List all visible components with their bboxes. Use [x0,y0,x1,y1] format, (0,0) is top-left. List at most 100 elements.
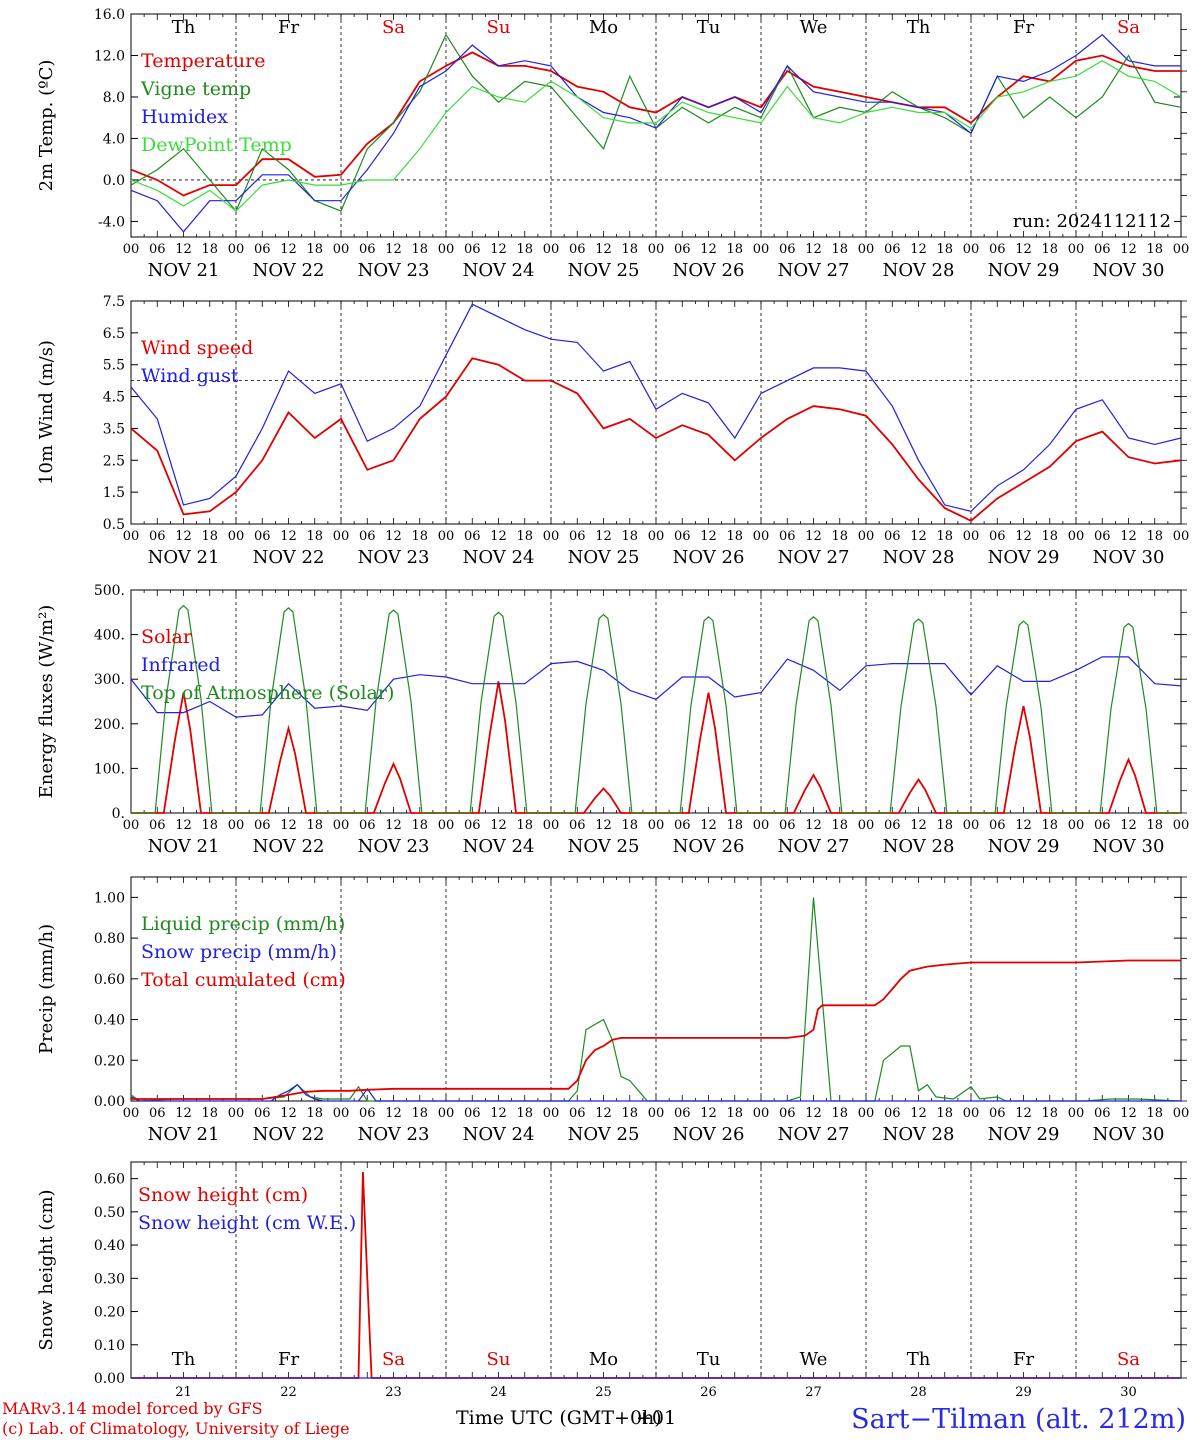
hour-tick-label: 06 [674,242,691,257]
series-wind-speed-line [130,357,1182,522]
panel-1: 16.0 12.0 8.0 4.0 0.0 -4.0 2m Temp. (ºC) Temper… [36,7,1189,281]
hour-tick-label: 18 [621,529,638,544]
hour-tick-label: 12 [805,242,822,257]
series-dewpoint-temp-line [130,60,1182,212]
series-humidex-line [130,33,1181,233]
hour-tick-label: 18 [1041,242,1058,257]
hour-tick-label: 18 [831,818,848,833]
hour-tick-label: 06 [779,818,796,833]
hour-tick-label: 00 [1068,818,1085,833]
hour-tick-label: 00 [123,1106,140,1121]
hour-tick-label: 12 [1120,242,1137,257]
date-label: NOV 25 [568,836,640,857]
legend-entry: Wind speed [141,337,253,359]
y-tick-label: 2.5 [103,453,125,469]
hour-tick-label: 18 [726,1106,743,1121]
day-number-label: 24 [490,1385,507,1400]
hour-tick-label: 06 [884,242,901,257]
hour-tick-label: 00 [1173,529,1190,544]
weekday-label: Mo [589,17,618,38]
series-snow-precip-mm-h-line [130,1083,1181,1102]
hour-tick-label: 18 [621,242,638,257]
hour-tick-label: 00 [1068,242,1085,257]
y-tick-label: 0.20 [94,1053,125,1069]
hour-tick-label: 06 [254,818,271,833]
hour-tick-label: 12 [910,529,927,544]
series-group [130,33,1182,233]
weekday-label: Th [172,17,196,38]
y-tick-label: 4.0 [103,131,125,147]
hour-tick-label: 06 [989,242,1006,257]
hour-tick-label: 18 [831,1106,848,1121]
hour-tick-label: 06 [464,529,481,544]
hour-tick-label: 12 [280,529,297,544]
legend-entry: Snow height (cm W.E.) [138,1212,356,1234]
hour-tick-label: 00 [543,529,560,544]
hour-tick-label: 12 [280,818,297,833]
hour-tick-label: 12 [1015,1106,1032,1121]
hour-tick-label: 00 [648,529,665,544]
date-label: NOV 26 [673,547,745,568]
date-label: NOV 27 [778,836,850,857]
y-tick-label: 8.0 [103,90,125,106]
hour-tick-label: 18 [1041,529,1058,544]
hour-tick-label: 00 [1173,818,1190,833]
hour-tick-label: 18 [621,1106,638,1121]
hour-tick-label: 00 [333,242,350,257]
time-axis-title: Time UTC (GMT+0h) [456,1407,662,1429]
hour-tick-label: 12 [490,529,507,544]
hour-tick-label: 18 [1146,529,1163,544]
hour-tick-label: 18 [1146,242,1163,257]
hour-tick-label: 12 [385,1106,402,1121]
hour-tick-label: 18 [726,529,743,544]
y-tick-label: 3.5 [103,421,125,437]
date-label: NOV 26 [673,260,745,281]
hour-tick-label: 06 [464,818,481,833]
date-label: NOV 22 [253,836,325,857]
series-group [130,897,1182,1102]
hour-tick-label: 06 [359,818,376,833]
hour-tick-label: 00 [438,529,455,544]
date-label: NOV 22 [253,547,325,568]
date-label: NOV 24 [463,260,535,281]
date-label: NOV 23 [358,547,430,568]
series-group [130,303,1182,522]
y-tick-label: 0.20 [94,1305,125,1321]
hour-tick-label: 06 [359,1106,376,1121]
hour-tick-label: 18 [936,242,953,257]
hour-tick-label: 06 [989,818,1006,833]
hour-tick-label: 06 [149,1106,166,1121]
y-axis-title: Snow height (cm) [36,1189,57,1350]
date-label: NOV 28 [883,1124,955,1145]
hour-tick-label: 00 [438,1106,455,1121]
hour-tick-label: 06 [149,529,166,544]
hour-tick-label: 00 [333,818,350,833]
y-tick-label: 0.5 [103,517,125,533]
y-tick-label: 0.30 [94,1271,125,1287]
hour-tick-label: 18 [306,1106,323,1121]
hour-tick-label: 06 [254,242,271,257]
hour-tick-label: 00 [123,529,140,544]
hour-tick-label: 18 [306,818,323,833]
hour-tick-label: 00 [1173,242,1190,257]
hour-tick-label: 06 [1094,1106,1111,1121]
plot-frame [130,13,1182,238]
hour-tick-label: 18 [936,1106,953,1121]
date-label: NOV 24 [463,1124,535,1145]
hour-tick-label: 12 [700,242,717,257]
date-label: NOV 30 [1093,836,1165,857]
y-tick-label: 0.60 [94,972,125,988]
model-credit-line1: MARv3.14 model forced by GFS [2,1399,263,1418]
hour-tick-label: 12 [280,242,297,257]
day-number-label: 27 [805,1385,822,1400]
date-label: NOV 29 [988,547,1060,568]
hour-tick-label: 06 [464,1106,481,1121]
hour-tick-label: 00 [648,242,665,257]
hour-tick-label: 18 [516,818,533,833]
hour-tick-label: 12 [490,242,507,257]
hour-tick-label: 18 [936,818,953,833]
y-tick-label: 0.0 [103,173,125,189]
hour-tick-label: 12 [385,242,402,257]
date-label: NOV 29 [988,260,1060,281]
